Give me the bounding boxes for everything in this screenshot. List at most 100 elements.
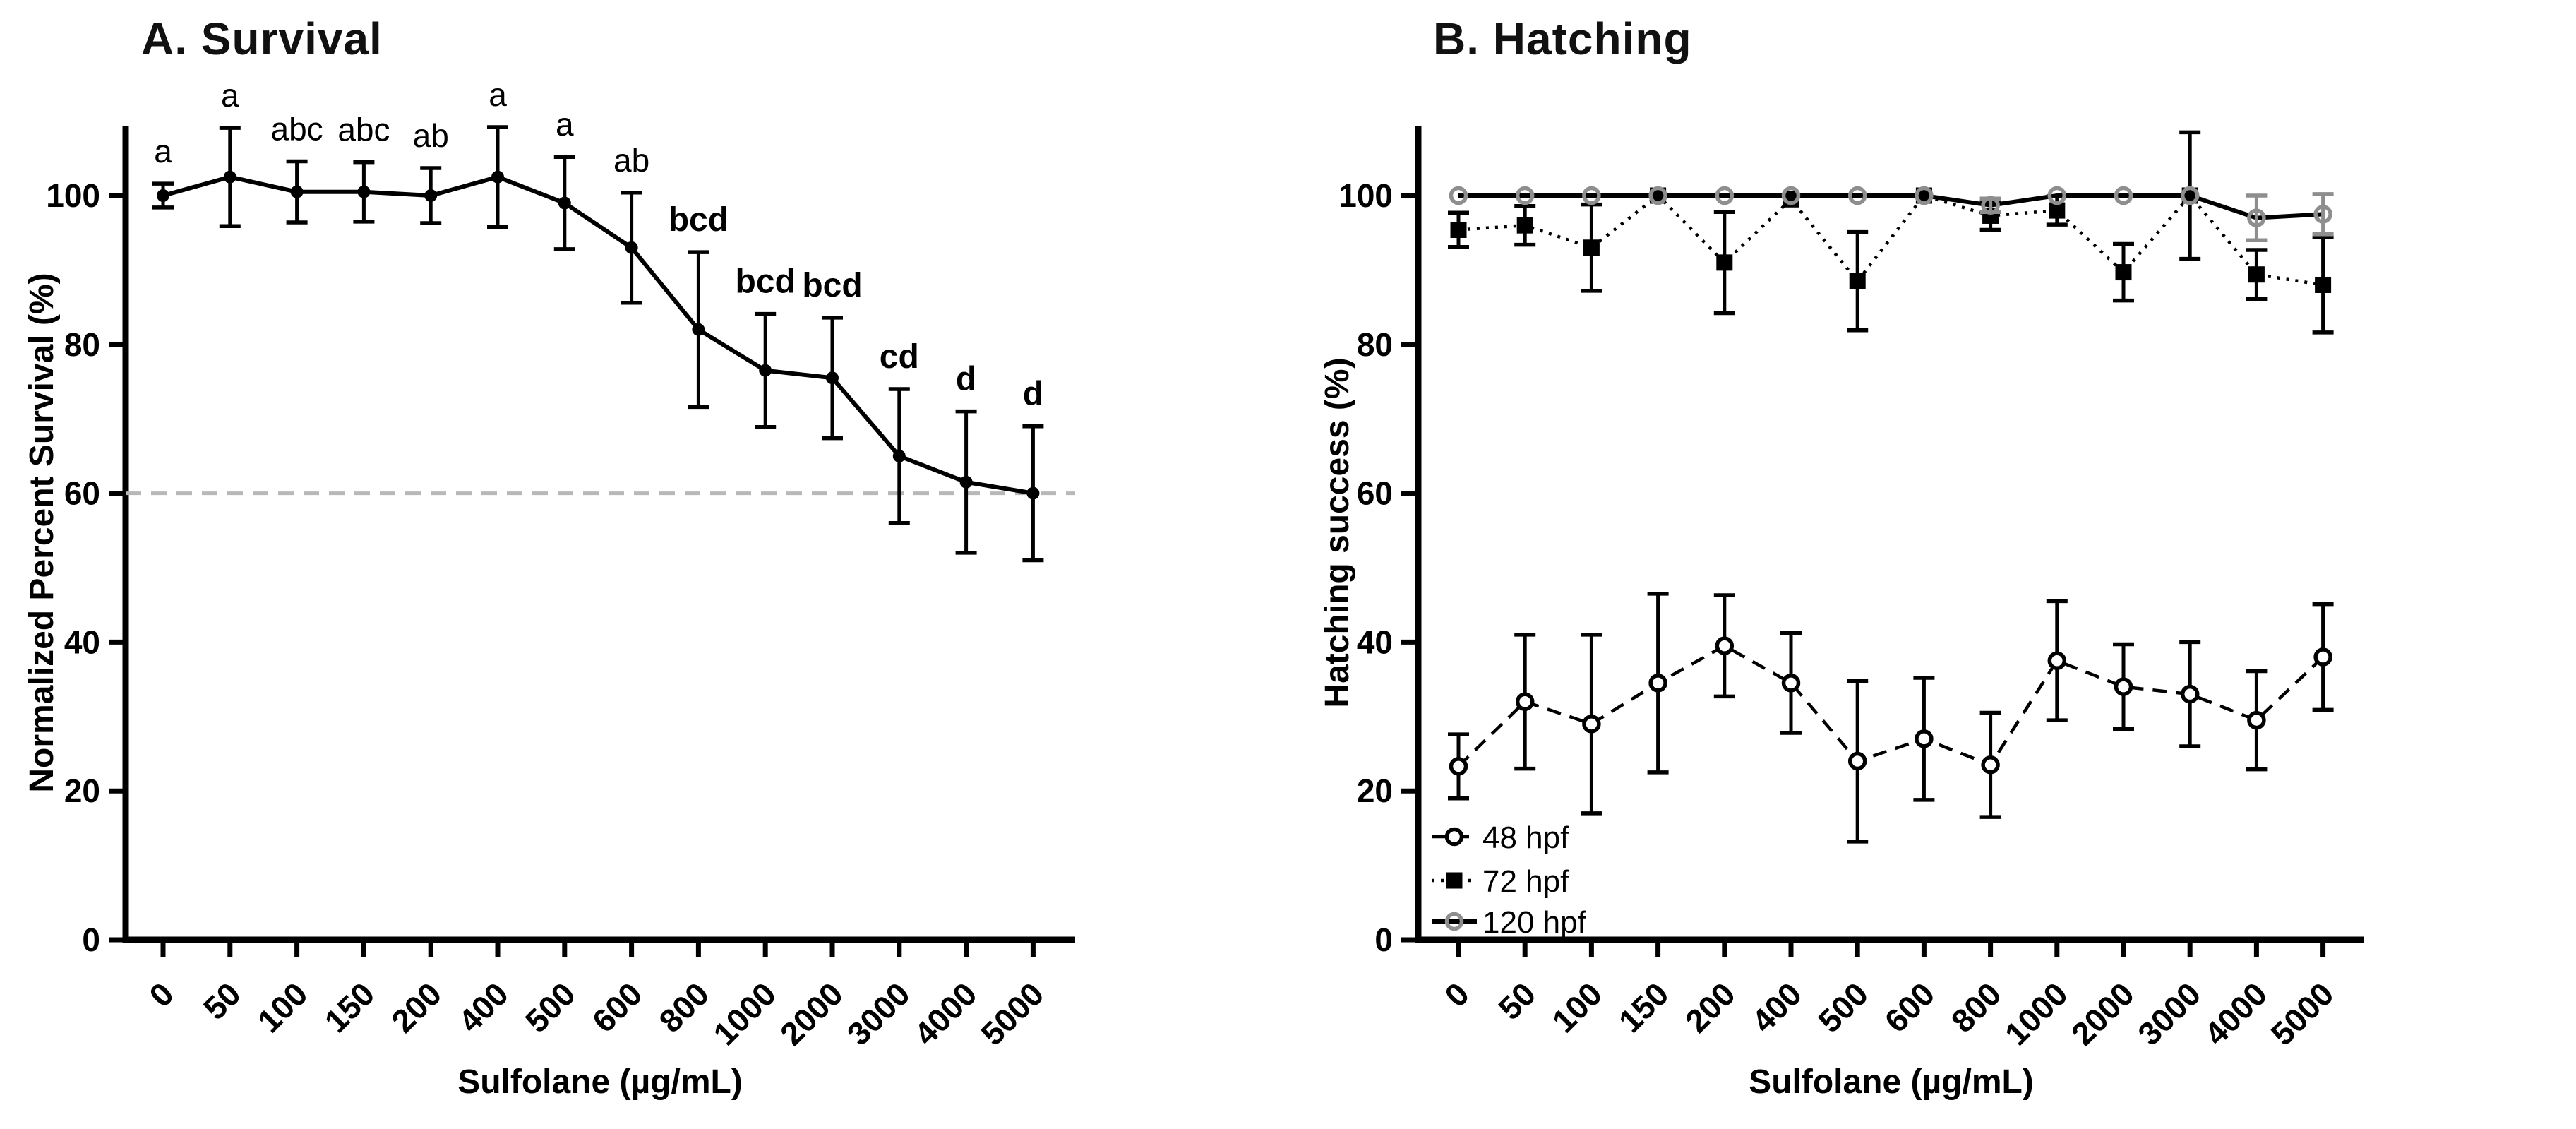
marker-open-circle-120-hpf bbox=[2313, 205, 2332, 224]
marker-dot-Normalized-Percent-Survival bbox=[625, 241, 638, 254]
x-tick-label: 0 bbox=[142, 975, 181, 1014]
y-tick-label: 60 bbox=[1357, 475, 1393, 512]
marker-open-circle-120-hpf bbox=[2047, 186, 2067, 205]
series-line bbox=[1457, 644, 2325, 768]
x-tick-label: 2000 bbox=[2064, 975, 2141, 1052]
x-tick-label: 1000 bbox=[1998, 975, 2075, 1052]
marker-dot-Normalized-Percent-Survival bbox=[692, 323, 705, 336]
legend-label: 48 hpf bbox=[1482, 820, 1569, 855]
series-Normalized-Percent-Survival bbox=[152, 125, 1044, 563]
significance-letter: d bbox=[956, 361, 976, 398]
y-tick-label: 80 bbox=[64, 326, 100, 363]
panel-a-title: A. Survival bbox=[141, 13, 383, 64]
x-tick-label: 400 bbox=[451, 975, 515, 1039]
marker-dot-Normalized-Percent-Survival bbox=[357, 185, 371, 198]
legend: 48 hpf 72 hpf 120 hpf bbox=[1432, 820, 1587, 940]
significance-letter: d bbox=[1023, 376, 1043, 413]
marker-filled-square-72-hpf bbox=[1849, 273, 1866, 289]
x-tick-label: 4000 bbox=[2197, 975, 2274, 1052]
series-72-hpf bbox=[1448, 130, 2334, 335]
marker-dot-Normalized-Percent-Survival bbox=[223, 170, 236, 184]
marker-dot-Normalized-Percent-Survival bbox=[558, 196, 571, 210]
y-tick-label: 20 bbox=[1357, 772, 1393, 809]
significance-letter: bcd bbox=[736, 263, 796, 301]
marker-open-circle-120-hpf bbox=[2247, 208, 2266, 227]
x-tick-label: 50 bbox=[1491, 975, 1542, 1027]
marker-filled-square-72-hpf bbox=[2248, 266, 2265, 283]
x-tick-label: 800 bbox=[652, 975, 716, 1039]
marker-dot-Normalized-Percent-Survival bbox=[157, 189, 169, 202]
y-tick-label: 100 bbox=[1338, 177, 1393, 214]
x-tick-label: 800 bbox=[1944, 975, 2008, 1039]
x-tick-label: 3000 bbox=[2131, 975, 2207, 1052]
legend-item-48-hpf: 48 hpf bbox=[1432, 820, 1569, 855]
marker-open-circle-120-hpf bbox=[1847, 186, 1867, 205]
series-line bbox=[162, 174, 1034, 496]
series-120-hpf bbox=[1449, 186, 2334, 242]
y-axis-title: Hatching success (%) bbox=[1319, 357, 1356, 707]
marker-open-circle-48-hpf bbox=[2180, 684, 2200, 704]
y-axis-title: Normalized Percent Survival (%) bbox=[23, 273, 61, 792]
significance-letter: ab bbox=[413, 117, 449, 154]
significance-letter: ab bbox=[613, 142, 649, 179]
x-tick-label: 100 bbox=[1545, 975, 1609, 1039]
legend-label: 120 hpf bbox=[1482, 905, 1587, 940]
marker-open-circle-48-hpf bbox=[2114, 677, 2133, 696]
marker-open-circle-48-hpf bbox=[1915, 729, 1934, 748]
x-tick-label: 100 bbox=[251, 975, 315, 1039]
marker-filled-square-72-hpf bbox=[1583, 239, 1600, 256]
marker-dot-Normalized-Percent-Survival bbox=[759, 364, 772, 377]
marker-open-circle-legend-120-hpf bbox=[1444, 912, 1464, 931]
x-tick-label: 500 bbox=[1811, 975, 1875, 1039]
x-tick-label: 0 bbox=[1437, 975, 1476, 1014]
marker-filled-square-72-hpf bbox=[1450, 221, 1467, 238]
y-tick-label: 80 bbox=[1357, 326, 1393, 363]
x-tick-label: 2000 bbox=[773, 975, 850, 1052]
x-tick-label: 4000 bbox=[907, 975, 984, 1052]
significance-letter: a bbox=[489, 76, 507, 113]
x-tick-label: 5000 bbox=[2264, 975, 2341, 1052]
marker-filled-square-72-hpf bbox=[1716, 254, 1733, 271]
marker-open-circle-48-hpf bbox=[1715, 636, 1735, 655]
x-tick-label: 5000 bbox=[974, 975, 1050, 1052]
marker-open-circle-120-hpf bbox=[1981, 196, 2000, 215]
marker-open-circle-120-hpf bbox=[1582, 186, 1601, 205]
panel-b-title: B. Hatching bbox=[1433, 13, 1692, 64]
x-tick-label: 50 bbox=[196, 975, 248, 1027]
x-tick-label: 600 bbox=[585, 975, 649, 1039]
marker-dot-Normalized-Percent-Survival bbox=[826, 371, 839, 385]
x-tick-label: 400 bbox=[1744, 975, 1809, 1039]
marker-open-circle-48-hpf bbox=[1847, 751, 1867, 771]
marker-filled-square-72-hpf bbox=[1516, 217, 1533, 234]
significance-letter: bcd bbox=[669, 201, 729, 239]
marker-dot-Normalized-Percent-Survival bbox=[959, 475, 973, 489]
y-tick-label: 0 bbox=[1374, 921, 1393, 958]
legend-label: 72 hpf bbox=[1482, 864, 1569, 899]
marker-open-circle-48-hpf bbox=[1582, 715, 1601, 734]
marker-open-circle-120-hpf bbox=[1449, 186, 1468, 205]
x-axis-title: Sulfolane (µg/mL) bbox=[457, 1063, 743, 1101]
series-line bbox=[1458, 193, 2323, 220]
x-tick-label: 150 bbox=[317, 975, 381, 1039]
x-tick-label: 3000 bbox=[840, 975, 917, 1052]
significance-letter: a bbox=[154, 133, 172, 169]
marker-dot-Normalized-Percent-Survival bbox=[424, 189, 438, 202]
legend-item-72-hpf: 72 hpf bbox=[1432, 864, 1569, 899]
significance-letter: bcd bbox=[802, 267, 862, 304]
significance-letter: a bbox=[221, 77, 239, 114]
marker-open-circle-120-hpf bbox=[1781, 186, 1801, 205]
marker-dot-Normalized-Percent-Survival bbox=[290, 185, 304, 198]
series-48-hpf bbox=[1448, 592, 2334, 844]
marker-open-circle-120-hpf bbox=[1648, 186, 1667, 205]
x-tick-label: 1000 bbox=[706, 975, 783, 1052]
marker-open-circle-48-hpf bbox=[2313, 647, 2332, 667]
x-tick-label: 200 bbox=[1678, 975, 1742, 1039]
marker-open-circle-legend-48-hpf bbox=[1444, 827, 1464, 847]
y-tick-label: 20 bbox=[64, 772, 100, 809]
x-axis-title: Sulfolane (µg/mL) bbox=[1749, 1063, 2034, 1101]
marker-dot-Normalized-Percent-Survival bbox=[892, 449, 906, 462]
